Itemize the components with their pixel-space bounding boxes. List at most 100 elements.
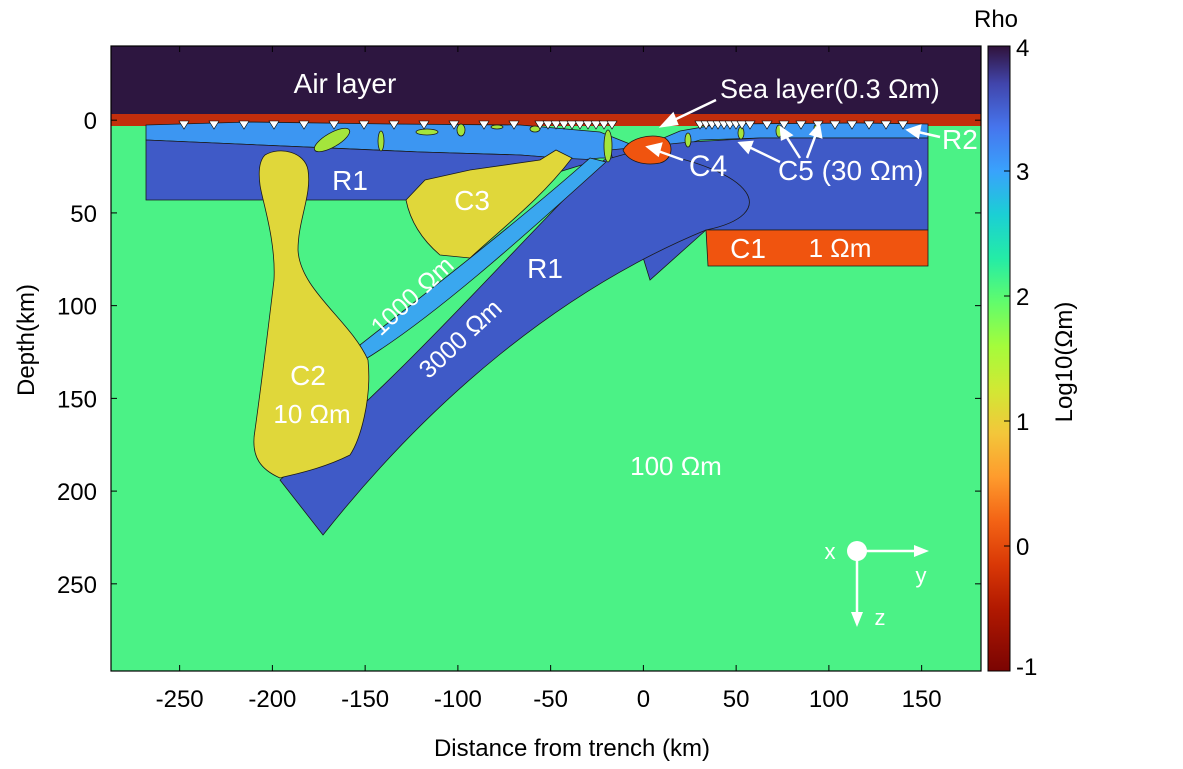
c4-arrow bbox=[657, 149, 684, 162]
station-marker bbox=[478, 120, 490, 130]
station-marker bbox=[829, 120, 841, 130]
station-marker bbox=[598, 120, 610, 130]
sea-layer-arrowhead bbox=[658, 111, 679, 128]
colorbar-tick-label: 0 bbox=[1016, 534, 1029, 561]
slab-lower-3000 bbox=[279, 149, 750, 536]
c2-resistivity-label: 10 Ωm bbox=[273, 399, 350, 429]
station-marker bbox=[566, 120, 578, 130]
x-tick-label: 150 bbox=[902, 686, 942, 713]
y-tick-label: 150 bbox=[57, 386, 97, 413]
background-resistivity-label: 100 Ωm bbox=[630, 451, 722, 481]
c5-body bbox=[684, 132, 692, 148]
c1-resistivity-label: 1 Ωm bbox=[809, 233, 872, 263]
colorbar-ticks: 4 3 2 1 0 -1 bbox=[1004, 35, 1037, 681]
coordinate-axes-indicator: x y z bbox=[825, 539, 929, 630]
x-tick-label: -200 bbox=[248, 686, 296, 713]
x-axis-title: Distance from trench (km) bbox=[434, 735, 710, 762]
conductor-c3 bbox=[405, 149, 573, 259]
station-markers bbox=[178, 120, 909, 130]
station-marker bbox=[550, 120, 562, 130]
x-tick-label: 100 bbox=[809, 686, 849, 713]
r2-label: R2 bbox=[942, 124, 978, 155]
y-axis-arrowhead bbox=[914, 545, 929, 557]
x-tick-label: 0 bbox=[637, 686, 650, 713]
colorbar-tick-label: 2 bbox=[1016, 284, 1029, 311]
station-marker bbox=[761, 120, 773, 130]
station-marker bbox=[358, 120, 370, 130]
y-tick-label: 200 bbox=[57, 479, 97, 506]
c5-arrow-1 bbox=[748, 145, 781, 164]
r1-lower-label: R1 bbox=[527, 253, 563, 284]
r1-upper-label: R1 bbox=[332, 165, 368, 196]
station-marker bbox=[388, 120, 400, 130]
r2-arrowhead bbox=[905, 124, 922, 140]
station-marker bbox=[880, 120, 892, 130]
y-tick-label: 50 bbox=[70, 201, 97, 228]
colorbar-title: Rho bbox=[974, 6, 1018, 33]
x-tick-label: -250 bbox=[156, 686, 204, 713]
c4-label: C4 bbox=[689, 150, 727, 183]
station-marker bbox=[590, 120, 602, 130]
c5-body bbox=[603, 129, 613, 163]
station-marker bbox=[863, 120, 875, 130]
c1-label: C1 bbox=[730, 233, 766, 264]
colorbar-label: Log10(Ωm) bbox=[1051, 302, 1078, 423]
c5-body bbox=[313, 127, 351, 153]
station-marker bbox=[298, 120, 310, 130]
colorbar-tick-label: -1 bbox=[1016, 654, 1037, 681]
station-marker bbox=[268, 120, 280, 130]
c5-arrowhead-3 bbox=[808, 122, 823, 139]
air-layer bbox=[111, 46, 981, 116]
c3-label: C3 bbox=[454, 185, 490, 216]
z-axis-name: z bbox=[875, 605, 886, 630]
x-tick-label: 50 bbox=[723, 686, 750, 713]
c5-arrowhead-1 bbox=[737, 140, 754, 155]
conductor-c2 bbox=[253, 150, 370, 479]
conductor-c4 bbox=[622, 135, 672, 165]
x-tick-label: -150 bbox=[341, 686, 389, 713]
station-marker bbox=[508, 120, 520, 130]
c5-arrow-3 bbox=[805, 133, 818, 159]
station-marker bbox=[897, 120, 909, 130]
y-axis-name: y bbox=[916, 563, 927, 588]
x-axis-name: x bbox=[825, 539, 836, 564]
c5-arrow-2 bbox=[784, 135, 802, 159]
sea-layer-arrow bbox=[671, 98, 717, 123]
c5-body bbox=[415, 128, 439, 136]
station-marker bbox=[574, 120, 586, 130]
station-marker bbox=[418, 120, 430, 130]
plot-frame bbox=[110, 45, 982, 672]
x-tick-label: -100 bbox=[434, 686, 482, 713]
station-marker bbox=[744, 120, 756, 130]
c5-body bbox=[456, 123, 466, 137]
r2-arrow bbox=[917, 130, 941, 139]
c5-body bbox=[737, 126, 745, 140]
station-marker bbox=[778, 120, 790, 130]
colorbar-tick-label: 1 bbox=[1016, 409, 1029, 436]
y-axis-title: Depth(km) bbox=[13, 284, 40, 396]
station-marker bbox=[208, 120, 220, 130]
c5-body bbox=[377, 130, 385, 152]
c4-arrowhead bbox=[645, 142, 663, 158]
station-marker bbox=[582, 120, 594, 130]
y-tick-label: 250 bbox=[57, 572, 97, 599]
c5-body bbox=[490, 124, 504, 130]
station-marker bbox=[606, 120, 618, 130]
colorbar: 4 3 2 1 0 -1 Rho Log10(Ωm) bbox=[974, 6, 1078, 681]
y-tick-label: 0 bbox=[84, 108, 97, 135]
station-marker bbox=[558, 120, 570, 130]
colorbar-tick-label: 4 bbox=[1016, 35, 1029, 62]
annotation-arrows bbox=[645, 98, 941, 164]
model-plot: Air layer Sea layer(0.3 Ωm) R2 R1 R1 C3 … bbox=[111, 46, 981, 671]
air-layer-label: Air layer bbox=[294, 68, 397, 99]
station-marker bbox=[448, 120, 460, 130]
x-axis: -250 -200 -150 -100 -50 0 50 100 150 bbox=[156, 46, 942, 713]
sea-layer-label: Sea layer(0.3 Ωm) bbox=[720, 74, 940, 104]
station-marker bbox=[178, 120, 190, 130]
x-tick-label: -50 bbox=[533, 686, 568, 713]
y-tick-label: 100 bbox=[57, 294, 97, 321]
station-marker bbox=[534, 120, 546, 130]
c5-arrowhead-2 bbox=[779, 125, 794, 141]
station-marker bbox=[795, 120, 807, 130]
